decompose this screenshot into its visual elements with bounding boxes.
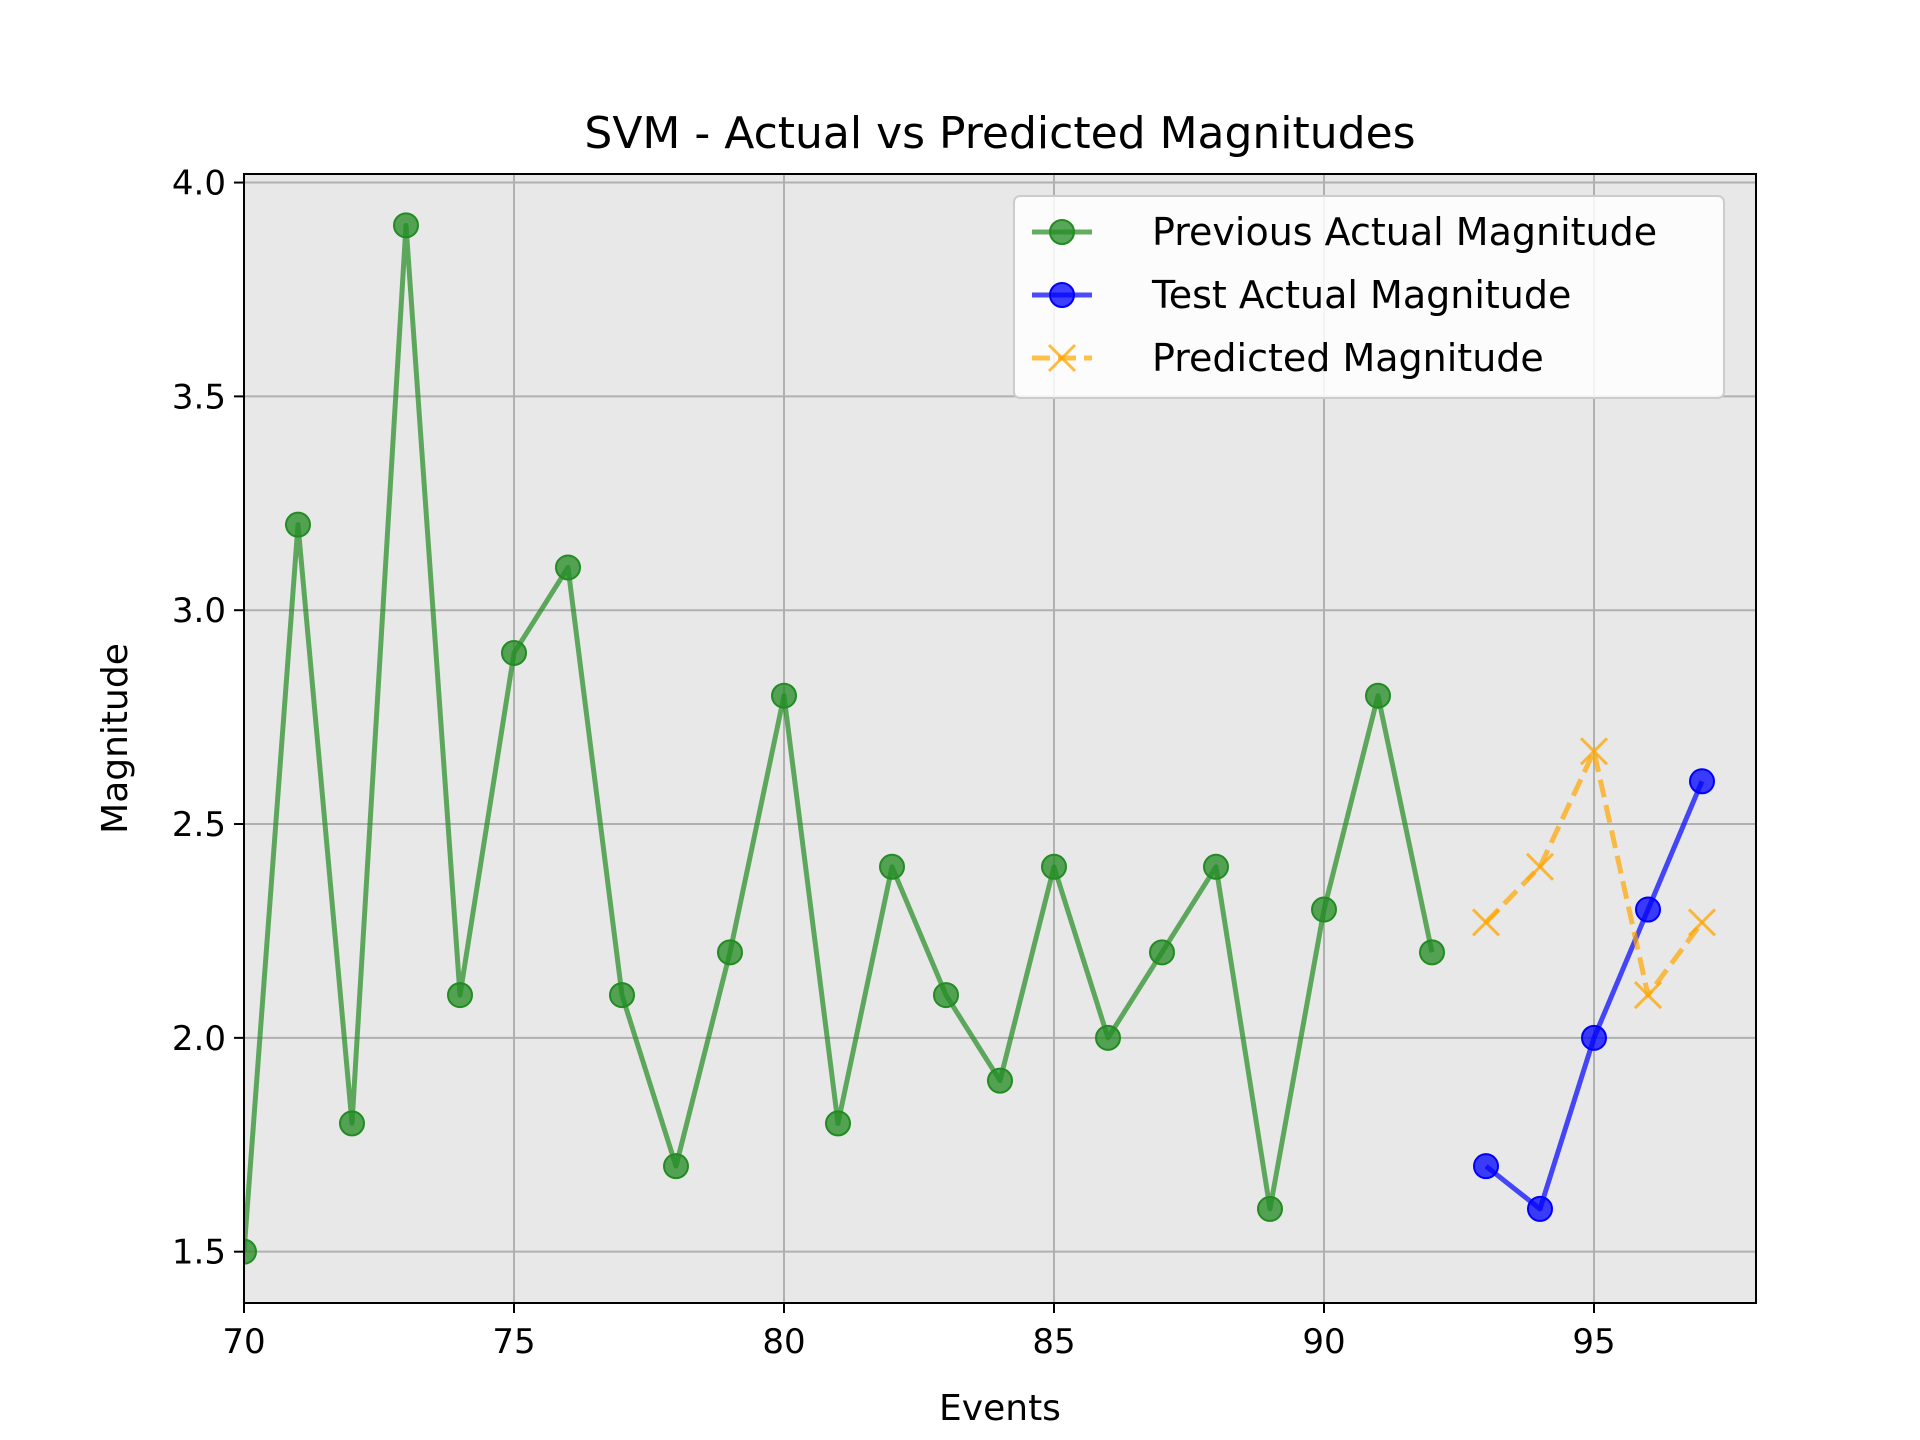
x-tick-label: 80 xyxy=(762,1322,805,1362)
y-tick-label: 3.5 xyxy=(172,377,226,417)
legend-item: Previous Actual Magnitude xyxy=(1032,210,1657,254)
data-point xyxy=(1689,768,1715,795)
data-point xyxy=(933,982,959,1009)
legend-label: Predicted Magnitude xyxy=(1152,336,1544,380)
data-point xyxy=(1203,853,1229,880)
data-point xyxy=(879,853,905,880)
data-point xyxy=(1635,896,1661,923)
y-tick-label: 1.5 xyxy=(172,1233,226,1273)
data-point xyxy=(501,639,527,666)
data-point xyxy=(339,1110,365,1137)
series-layer xyxy=(244,212,1717,1265)
y-tick-label: 3.0 xyxy=(172,591,226,631)
data-point xyxy=(1633,981,1663,1010)
data-point xyxy=(1311,896,1337,923)
data-point xyxy=(663,1153,689,1180)
data-point xyxy=(1581,1024,1607,1051)
legend-marker xyxy=(1049,219,1075,245)
series-line xyxy=(1484,748,1705,998)
data-point xyxy=(244,1238,257,1265)
y-tick-label: 2.0 xyxy=(172,1019,226,1059)
x-tick-label: 70 xyxy=(222,1322,265,1362)
series-predicted-magnitude xyxy=(1471,737,1717,1010)
data-point xyxy=(1471,908,1501,937)
data-point xyxy=(1095,1024,1121,1051)
x-tick-label: 90 xyxy=(1302,1322,1345,1362)
legend-marker xyxy=(1047,343,1077,373)
ticks: 70 75 80 85 90 95 1.5 2.0 2.5 3.0 3.5 4.0 xyxy=(172,164,1616,1362)
x-tick-label: 85 xyxy=(1032,1322,1075,1362)
x-tick-label: 95 xyxy=(1572,1322,1615,1362)
legend-item: Test Actual Magnitude xyxy=(1032,273,1571,317)
data-point xyxy=(393,212,419,239)
legend-item: Predicted Magnitude xyxy=(1032,336,1544,380)
data-point xyxy=(1365,682,1391,709)
data-point xyxy=(1525,852,1555,881)
data-point xyxy=(609,982,635,1009)
legend-box xyxy=(1013,195,1725,399)
legend-marker xyxy=(1049,282,1075,308)
data-point xyxy=(555,554,581,581)
data-point xyxy=(1527,1195,1553,1222)
data-point xyxy=(1041,853,1067,880)
data-point xyxy=(1149,939,1175,966)
data-point xyxy=(285,511,311,538)
data-point xyxy=(771,682,797,709)
legend: Previous Actual Magnitude Test Actual Mag… xyxy=(1013,195,1725,399)
chart-title: SVM - Actual vs Predicted Magnitudes xyxy=(584,108,1415,159)
series-previous-actual-magnitude xyxy=(244,212,1445,1265)
data-point xyxy=(987,1067,1013,1094)
y-tick-label: 2.5 xyxy=(172,805,226,845)
data-point xyxy=(447,982,473,1009)
data-point xyxy=(825,1110,851,1137)
y-tick-label: 4.0 xyxy=(172,164,226,204)
data-point xyxy=(1687,908,1717,937)
y-axis-title: Magnitude xyxy=(95,643,136,834)
plot-frame xyxy=(243,173,1757,1304)
data-point xyxy=(1473,1153,1499,1180)
series-test-actual-magnitude xyxy=(1473,768,1715,1222)
legend-label: Previous Actual Magnitude xyxy=(1152,210,1657,254)
data-point xyxy=(717,939,743,966)
data-point xyxy=(1257,1195,1283,1222)
data-point xyxy=(1419,939,1445,966)
data-point xyxy=(1579,737,1609,766)
x-tick-label: 75 xyxy=(492,1322,535,1362)
x-axis-title: Events xyxy=(939,1388,1061,1429)
legend-label: Test Actual Magnitude xyxy=(1151,273,1571,317)
